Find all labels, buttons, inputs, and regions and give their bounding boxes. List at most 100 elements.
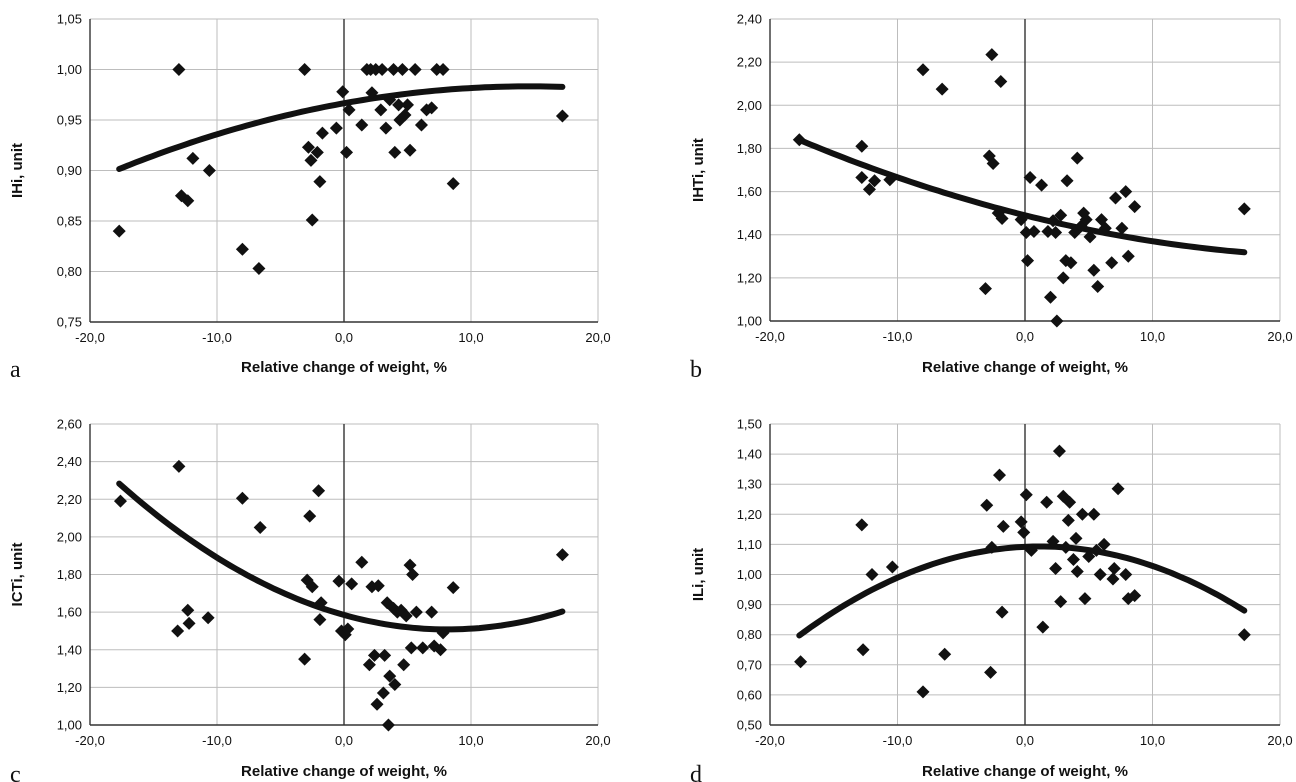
chart-panel-b: 1,00 1,20 1,40 1,60 1,80 2,00 2,20 2,40 -20,0 -10… xyxy=(690,12,1293,384)
y-tick-label: 1,60 xyxy=(737,184,762,199)
data-point xyxy=(367,648,381,662)
data-point xyxy=(1044,290,1057,304)
data-point xyxy=(855,171,869,185)
y-tick-label: 1,20 xyxy=(737,270,762,285)
data-point xyxy=(1014,515,1028,529)
data-point xyxy=(1111,482,1125,496)
data-point xyxy=(387,63,401,76)
data-point xyxy=(1082,549,1096,563)
y-tick-label: 1,40 xyxy=(737,227,762,242)
data-point xyxy=(314,596,328,610)
data-point xyxy=(392,98,406,112)
x-tick-label: 20,0 xyxy=(585,733,610,748)
data-point xyxy=(112,224,126,238)
data-point xyxy=(201,611,215,625)
data-point xyxy=(403,558,417,572)
data-point xyxy=(378,648,392,662)
data-point xyxy=(1052,444,1066,458)
data-point xyxy=(113,494,127,508)
data-point xyxy=(446,581,460,595)
y-axis-title: ILi, unit xyxy=(690,548,707,601)
data-point xyxy=(1023,171,1037,185)
data-point xyxy=(1105,256,1119,270)
data-point xyxy=(1046,534,1060,548)
data-point xyxy=(416,641,430,655)
y-tick-label: 2,20 xyxy=(57,492,82,507)
x-tick-label: 10,0 xyxy=(458,330,483,345)
trend-curve xyxy=(796,136,1248,256)
data-point xyxy=(1056,271,1070,285)
data-point xyxy=(1050,314,1064,328)
data-point xyxy=(1093,568,1107,581)
data-point xyxy=(446,177,460,191)
data-point xyxy=(182,616,196,630)
data-point xyxy=(994,75,1008,89)
data-point xyxy=(980,498,994,512)
y-tick-label: 1,20 xyxy=(57,680,82,695)
data-point xyxy=(1069,531,1083,545)
data-point xyxy=(1089,543,1103,557)
data-point xyxy=(313,175,327,189)
x-tick-label: 0,0 xyxy=(335,330,353,345)
y-tick-label: 2,20 xyxy=(737,55,762,70)
data-point xyxy=(398,108,412,122)
data-point xyxy=(1036,620,1050,634)
data-point xyxy=(856,643,870,657)
data-point xyxy=(1075,507,1089,521)
data-point xyxy=(1040,495,1054,509)
data-point xyxy=(1106,572,1120,586)
data-point xyxy=(310,145,324,159)
x-tick-label: 10,0 xyxy=(458,733,483,748)
data-point xyxy=(235,491,249,505)
data-point xyxy=(332,574,346,588)
y-tick-label: 1,80 xyxy=(737,141,762,156)
data-point xyxy=(1091,279,1105,293)
panel-label: c xyxy=(10,762,21,782)
y-tick-label: 0,70 xyxy=(737,657,762,672)
data-point xyxy=(312,484,326,498)
y-tick-label: 1,00 xyxy=(57,62,82,77)
data-point xyxy=(409,605,423,619)
data-point xyxy=(794,655,808,669)
data-point xyxy=(1119,185,1133,199)
data-point xyxy=(868,174,882,188)
y-tick-label: 2,00 xyxy=(737,98,762,113)
data-point xyxy=(340,145,354,159)
data-point xyxy=(1087,507,1101,521)
data-point xyxy=(885,560,899,574)
data-point xyxy=(301,140,315,154)
x-tick-label: 0,0 xyxy=(1016,733,1034,748)
data-point xyxy=(1063,495,1077,509)
y-tick-label: 0,85 xyxy=(57,214,82,229)
panel-label: b xyxy=(690,357,702,383)
data-point xyxy=(313,613,327,627)
data-point xyxy=(883,173,897,187)
data-point xyxy=(1237,202,1251,216)
y-tick-label: 1,40 xyxy=(737,447,762,462)
y-tick-label: 1,00 xyxy=(737,314,762,329)
chart-panel-a: 0,75 0,80 0,85 0,90 0,95 1,00 1,05 -20,0 -10,0 0,… xyxy=(9,12,611,384)
x-tick-label: 20,0 xyxy=(585,330,610,345)
x-tick-label: 10,0 xyxy=(1140,733,1165,748)
data-point xyxy=(355,118,369,132)
data-point xyxy=(1121,249,1135,263)
data-point xyxy=(304,153,318,167)
x-tick-label: 20,0 xyxy=(1267,329,1292,344)
trend-curve xyxy=(116,83,566,172)
data-point xyxy=(298,63,312,76)
data-point xyxy=(252,261,266,275)
data-point xyxy=(986,157,1000,171)
data-point xyxy=(995,212,1009,226)
data-point xyxy=(1054,208,1068,222)
data-point xyxy=(303,509,317,523)
x-tick-label: 0,0 xyxy=(1016,329,1034,344)
data-point xyxy=(1035,178,1049,192)
data-point xyxy=(329,121,343,135)
data-point xyxy=(403,143,417,157)
data-point xyxy=(379,121,393,135)
data-point xyxy=(855,139,869,153)
data-point xyxy=(1049,226,1063,240)
y-tick-label: 1,40 xyxy=(57,642,82,657)
trend-curve xyxy=(796,543,1248,639)
x-tick-label: 10,0 xyxy=(1140,329,1165,344)
